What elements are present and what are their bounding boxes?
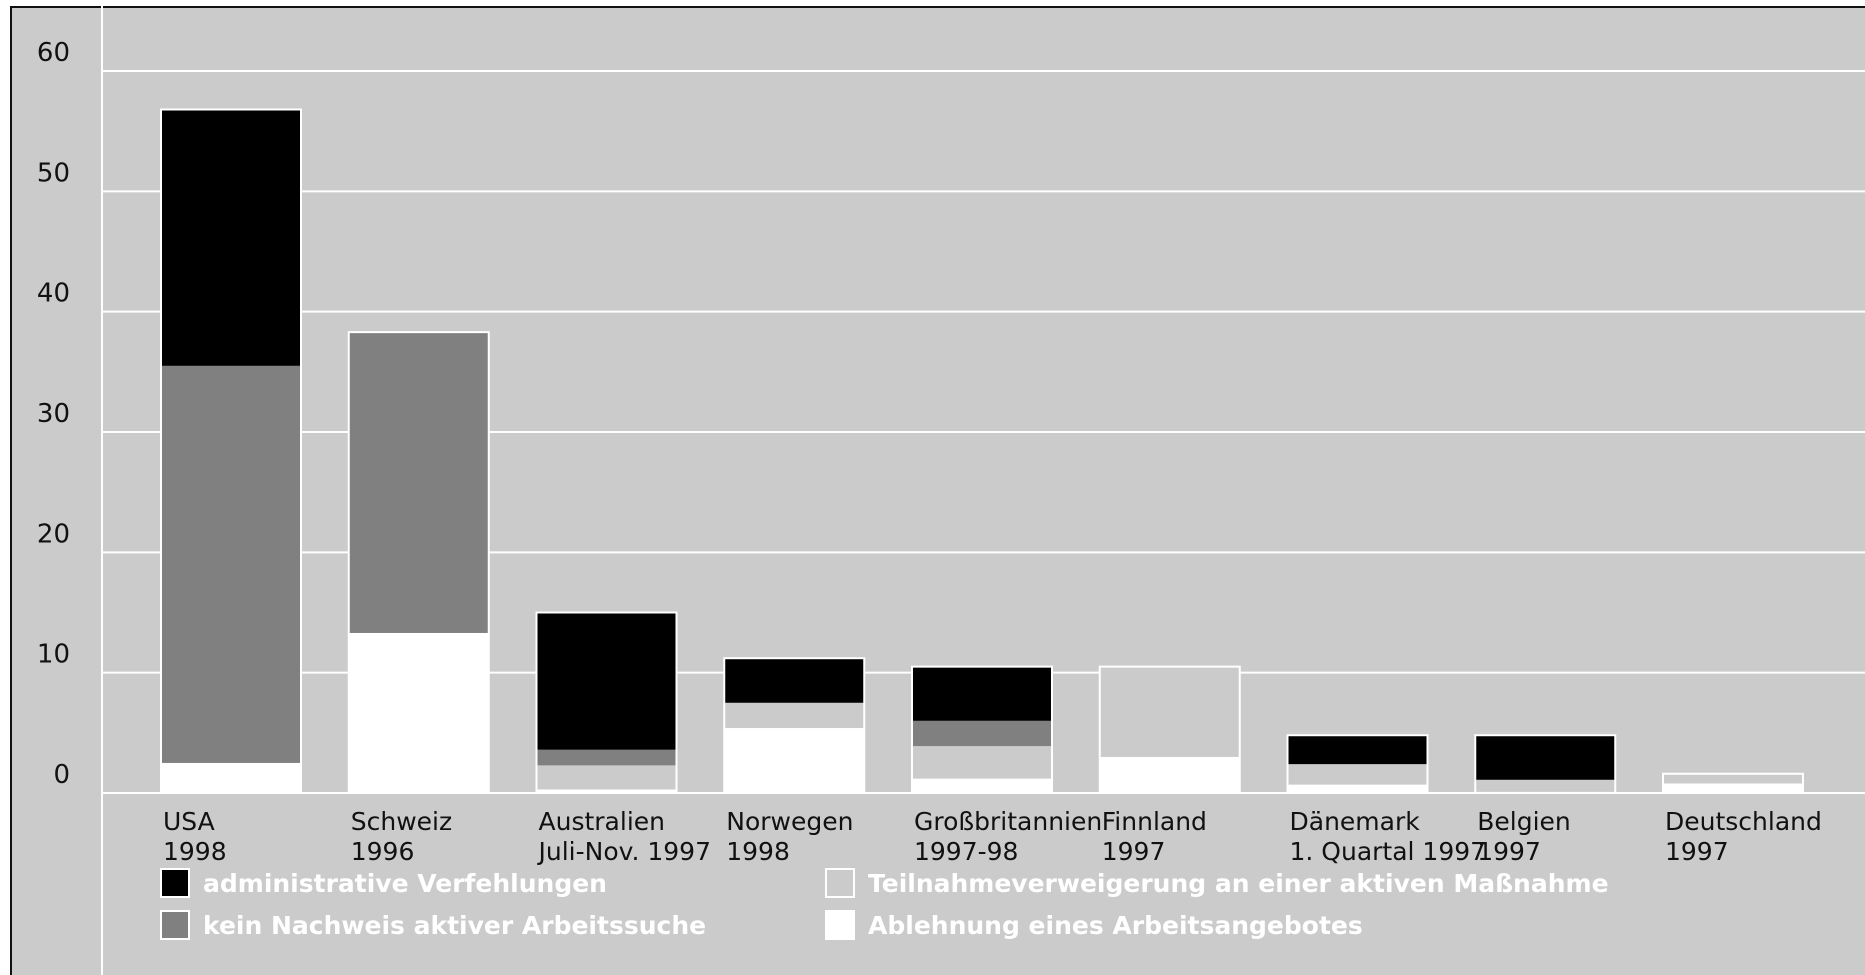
bar-segment (1475, 735, 1616, 780)
legend-swatch (825, 910, 855, 940)
bar-segment (348, 332, 489, 633)
legend-label: administrative Verfehlungen (203, 869, 607, 898)
legend-swatch (160, 910, 190, 940)
x-tick-label: 1998 (726, 837, 790, 866)
bar-segment (161, 109, 301, 366)
y-tick-label: 50 (37, 158, 70, 188)
y-tick-label: 20 (37, 519, 70, 549)
legend-label: Ablehnung eines Arbeitsangebotes (868, 911, 1363, 940)
x-tick-label: 1998 (163, 837, 227, 866)
x-tick-label: Dänemark (1290, 807, 1421, 836)
x-tick-label: 1997-98 (914, 837, 1018, 866)
x-tick-label: Großbritannien (914, 807, 1102, 836)
bar-segment (724, 658, 865, 703)
chart-frame (10, 6, 1865, 975)
bar-stack (1286, 734, 1429, 794)
bar-segment (1287, 764, 1428, 785)
x-tick-label: 1997 (1102, 837, 1166, 866)
y-tick-label: 30 (37, 399, 70, 429)
y-tick-label: 40 (37, 279, 70, 309)
legend: administrative Verfehlungen kein Nachweis… (160, 868, 1609, 940)
bar-outline (1474, 734, 1617, 794)
x-tick-label: 1. Quartal 1997 (1290, 837, 1487, 866)
bar-segment (1663, 783, 1803, 793)
bar-stack (1474, 734, 1617, 794)
x-tick-label: USA (163, 807, 215, 836)
bar-segment (536, 765, 677, 790)
y-tick-label: 10 (37, 640, 70, 670)
bar-segment (724, 728, 865, 793)
bar-outline (911, 665, 1053, 795)
bar-segment (348, 632, 489, 793)
legend-label: kein Nachweis aktiver Arbeitssuche (203, 911, 706, 940)
bar-stack (1662, 772, 1804, 794)
bar-segment (536, 612, 677, 750)
x-tick-label: Schweiz (351, 807, 452, 836)
legend-swatch (160, 868, 190, 898)
x-tick-label: Belgien (1477, 807, 1571, 836)
bar-outline (1286, 734, 1429, 794)
y-axis-tick-labels: 0 10 20 30 40 50 60 (37, 38, 70, 790)
bar-segment (912, 720, 1052, 747)
bar-segment (536, 789, 677, 793)
x-tick-label: Deutschland (1665, 807, 1822, 836)
bar-outline (535, 611, 678, 794)
bar-stack (1098, 665, 1241, 795)
x-tick-label: 1996 (351, 837, 415, 866)
bar-segment (912, 778, 1052, 793)
x-tick-label: 1997 (1477, 837, 1541, 866)
x-tick-label: Juli-Nov. 1997 (537, 837, 712, 866)
bar-stack (160, 108, 302, 795)
bar-segment (161, 762, 301, 793)
x-tick-label: Finnland (1102, 807, 1207, 836)
y-tick-label: 0 (53, 760, 70, 790)
bar-segment (1287, 735, 1428, 765)
x-tick-label: Australien (539, 807, 666, 836)
bar-segment (536, 749, 677, 766)
bar-stack (911, 665, 1053, 795)
bar-stack (347, 331, 490, 794)
bar-outline (1098, 665, 1241, 795)
x-tick-label: Norwegen (726, 807, 853, 836)
bar-segment (1287, 784, 1428, 793)
legend-label: Teilnahmeverweigerung an einer aktiven M… (868, 869, 1609, 898)
bars (160, 108, 1804, 795)
bar-segment (912, 666, 1052, 721)
bar-segment (1663, 773, 1803, 784)
bar-segment (1099, 666, 1240, 757)
bar-outline (160, 108, 302, 795)
bar-outline (347, 331, 490, 794)
bar-stack (723, 657, 866, 795)
bar-outline (1662, 772, 1804, 794)
bar-segment (1099, 756, 1240, 793)
bar-segment (1475, 779, 1616, 792)
legend-swatch (825, 868, 855, 898)
bar-segment (912, 746, 1052, 779)
bar-segment (724, 702, 865, 729)
bar-stack (535, 611, 678, 794)
y-tick-label: 60 (37, 38, 70, 68)
x-tick-label: 1997 (1665, 837, 1729, 866)
bar-segment (161, 365, 301, 763)
bar-outline (723, 657, 866, 795)
